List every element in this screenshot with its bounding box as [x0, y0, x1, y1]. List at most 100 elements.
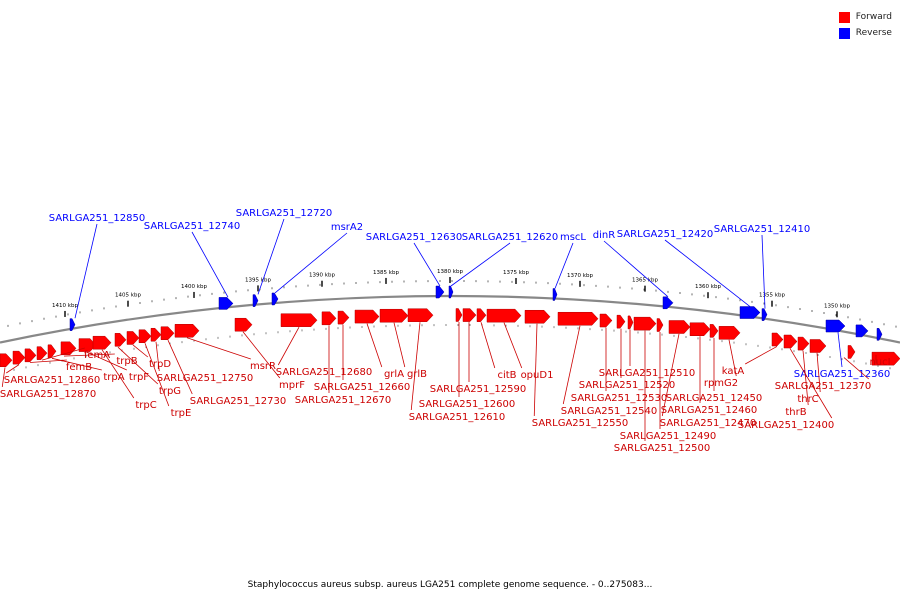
forward-gene-label: grlB — [407, 369, 427, 380]
reverse-gene-arrow[interactable] — [761, 308, 768, 321]
reverse-gene-label: SARLGA251_12850 — [49, 213, 145, 224]
forward-gene-arrow[interactable] — [476, 308, 487, 322]
forward-gene-arrow[interactable] — [321, 311, 337, 326]
forward-gene-label: SARLGA251_12660 — [314, 382, 410, 393]
reverse-gene-arrow[interactable] — [855, 324, 869, 338]
forward-gene-label: femB — [66, 362, 92, 373]
forward-gene-label: SARLGA251_12490 — [620, 431, 716, 442]
label-leader — [186, 337, 251, 360]
forward-gene-arrow[interactable] — [486, 308, 522, 323]
forward-gene-label: SARLGA251_12750 — [157, 373, 253, 384]
reverse-gene-arrow[interactable] — [448, 285, 454, 299]
label-leader — [132, 344, 149, 358]
forward-gene-label: trpC — [135, 400, 156, 411]
forward-gene-arrow[interactable] — [114, 333, 127, 347]
reverse-gene-arrow[interactable] — [252, 294, 259, 307]
forward-gene-label: nucI — [869, 357, 890, 368]
label-leader — [554, 242, 574, 289]
forward-gene-arrow[interactable] — [138, 329, 152, 343]
reverse-gene-arrow[interactable] — [825, 319, 846, 333]
label-leader — [242, 331, 281, 379]
reverse-gene-arrow[interactable] — [552, 288, 558, 301]
forward-gene-arrow[interactable] — [616, 314, 626, 329]
forward-gene-arrow[interactable] — [797, 336, 810, 351]
label-leader — [117, 346, 159, 385]
reverse-gene-arrow[interactable] — [69, 318, 76, 331]
reverse-gene-arrow[interactable] — [435, 285, 445, 299]
forward-gene-arrow[interactable] — [126, 331, 140, 345]
forward-gene-arrow[interactable] — [771, 332, 784, 347]
label-leader — [562, 325, 581, 405]
forward-gene-arrow[interactable] — [627, 315, 634, 330]
forward-gene-label: SARLGA251_12550 — [532, 418, 628, 429]
forward-gene-arrow[interactable] — [337, 310, 350, 325]
forward-gene-arrow[interactable] — [24, 348, 37, 363]
forward-gene-label: SARLGA251_12450 — [666, 393, 762, 404]
forward-gene-arrow[interactable] — [174, 324, 200, 338]
reverse-gene-label: SARLGA251_12360 — [794, 369, 890, 380]
forward-gene-label: msrR — [250, 361, 276, 372]
forward-gene-arrow[interactable] — [689, 322, 711, 337]
forward-gene-arrow[interactable] — [783, 334, 798, 349]
forward-gene-label: femA — [84, 350, 110, 361]
label-leader — [366, 323, 383, 368]
forward-gene-arrow[interactable] — [407, 308, 434, 322]
label-leader — [480, 322, 496, 369]
forward-gene-arrow[interactable] — [668, 320, 691, 334]
forward-gene-arrow[interactable] — [847, 345, 856, 359]
forward-gene-arrow[interactable] — [160, 326, 175, 340]
reverse-gene-arrow[interactable] — [876, 328, 883, 341]
reverse-gene-arrow[interactable] — [271, 292, 279, 306]
forward-gene-arrow[interactable] — [12, 350, 26, 365]
forward-gene-arrow[interactable] — [599, 313, 613, 328]
forward-gene-label: mprF — [279, 380, 305, 391]
forward-gene-arrow[interactable] — [150, 327, 162, 342]
forward-gene-arrow[interactable] — [455, 308, 463, 322]
reverse-gene-arrow[interactable] — [662, 296, 674, 310]
forward-gene-label: trpG — [159, 386, 181, 397]
forward-gene-label: SARLGA251_12610 — [409, 412, 505, 423]
forward-gene-arrow[interactable] — [809, 339, 827, 353]
forward-gene-arrow[interactable] — [379, 308, 409, 323]
forward-gene-arrow[interactable] — [718, 326, 741, 340]
forward-gene-label: SARLGA251_12500 — [614, 443, 710, 454]
reverse-swatch — [838, 27, 850, 39]
label-leader — [450, 242, 511, 287]
scale-tick-label: 1365 kbp — [632, 278, 658, 284]
forward-gene-arrow[interactable] — [354, 309, 380, 324]
forward-gene-arrow[interactable] — [92, 335, 112, 350]
forward-gene-arrow[interactable] — [709, 324, 719, 338]
forward-gene-label: SARLGA251_12470 — [660, 418, 756, 429]
forward-gene-label: SARLGA251_12680 — [276, 367, 372, 378]
reverse-gene-arrow[interactable] — [218, 297, 234, 310]
reverse-gene-label: SARLGA251_12420 — [617, 229, 713, 240]
label-leader — [802, 350, 809, 406]
forward-gene-arrow[interactable] — [871, 351, 900, 366]
forward-gene-label: citB — [497, 370, 516, 381]
label-leader — [6, 364, 20, 374]
forward-gene-arrow[interactable] — [47, 344, 57, 359]
forward-gene-arrow[interactable] — [557, 311, 599, 326]
forward-gene-arrow[interactable] — [0, 353, 13, 368]
forward-gene-label: SARLGA251_12860 — [4, 375, 100, 386]
forward-gene-arrow[interactable] — [656, 318, 664, 332]
caption: Staphylococcus aureus subsp. aureus LGA2… — [247, 580, 653, 590]
label-leader — [816, 352, 821, 393]
reverse-gene-arrow[interactable] — [739, 306, 761, 319]
forward-gene-arrow[interactable] — [280, 313, 318, 327]
label-leader — [167, 339, 193, 395]
forward-gene-arrow[interactable] — [633, 316, 657, 331]
label-leader — [664, 239, 751, 307]
label-leader — [144, 343, 170, 407]
label-leader — [843, 357, 870, 380]
forward-gene-arrow[interactable] — [234, 317, 253, 332]
scale-tick-label: 1405 kbp — [115, 293, 141, 299]
forward-gene-arrow[interactable] — [524, 309, 551, 324]
scale-tick-label: 1390 kbp — [309, 273, 335, 279]
forward-gene-arrow[interactable] — [462, 308, 477, 322]
label-leader — [837, 332, 843, 368]
forward-gene-label: SARLGA251_12370 — [775, 381, 871, 392]
label-leader — [393, 322, 406, 368]
forward-gene-arrow[interactable] — [36, 346, 48, 360]
